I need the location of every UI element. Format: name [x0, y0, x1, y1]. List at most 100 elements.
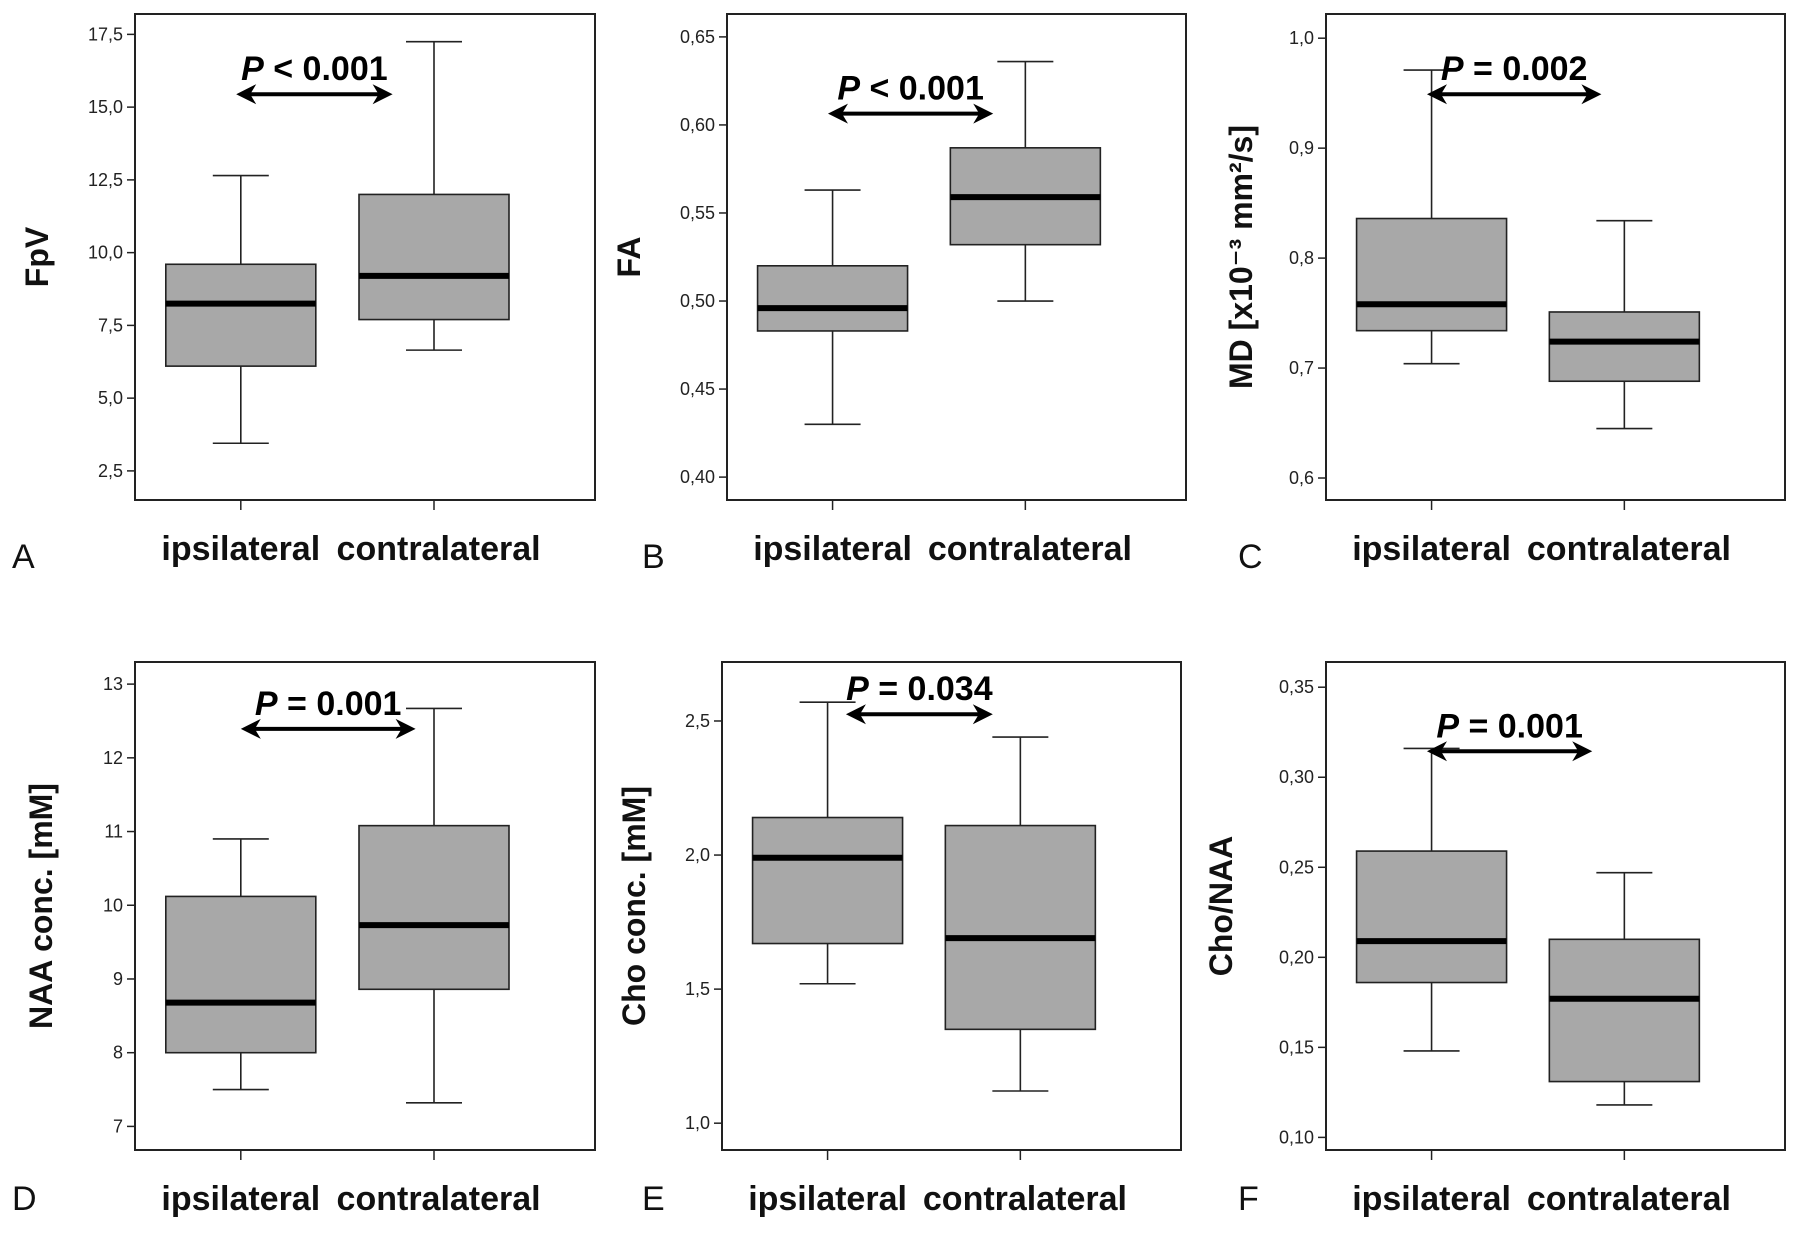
y-tick-label: 9 — [113, 969, 123, 989]
iqr-box — [1548, 311, 1701, 383]
y-tick-label: 5,0 — [98, 388, 123, 408]
p-letter: P — [837, 70, 860, 108]
y-tick-label: 0,35 — [1279, 677, 1314, 697]
x-category-label: contralateral — [923, 1180, 1127, 1218]
y-tick-label: 0,9 — [1289, 138, 1314, 158]
iqr-box — [165, 263, 317, 367]
panel-letter: F — [1238, 1180, 1259, 1218]
panel-e: 1,0 1,5 2,0 2,5 Cho conc. [mM] ipsilateral con… — [616, 661, 1182, 1218]
y-axis-label: MD [x10⁻³ mm²/s] — [1223, 125, 1259, 389]
p-value-annotation: P = 0.001 — [1436, 707, 1583, 745]
p-value-text: = 0.002 — [1464, 50, 1588, 88]
p-value-annotation: P = 0.001 — [255, 685, 402, 723]
box-ipsilateral — [756, 189, 909, 426]
y-axis-label: NAA conc. [mM] — [23, 783, 59, 1029]
p-value-text: = 0.001 — [278, 685, 402, 723]
plot-frame — [721, 661, 1182, 1151]
significance-arrow — [827, 103, 994, 124]
plot-frame — [1325, 13, 1786, 501]
box-ipsilateral — [1355, 747, 1508, 1052]
significance-arrow — [236, 84, 393, 105]
panel-b: 0,40 0,45 0,50 0,55 0,60 0,65 FA ipsilateral con… — [611, 13, 1187, 576]
y-tick-label: 2,0 — [685, 845, 710, 865]
x-category-label: ipsilateral — [1352, 530, 1511, 568]
arrow-head-right — [1581, 84, 1602, 105]
iqr-box — [1355, 850, 1508, 984]
p-letter: P — [846, 670, 869, 708]
box-ipsilateral — [165, 838, 317, 1091]
y-tick-label: 2,5 — [98, 461, 123, 481]
y-tick-label: 1,5 — [685, 979, 710, 999]
panel-letter: B — [642, 538, 665, 576]
x-category-label: contralateral — [1527, 1180, 1731, 1218]
iqr-box — [756, 265, 909, 332]
arrow-head-left — [845, 704, 866, 725]
y-tick-label: 0,40 — [680, 467, 715, 487]
y-tick-label: 0,10 — [1279, 1127, 1314, 1147]
y-tick-label: 1,0 — [685, 1113, 710, 1133]
box-contralateral — [1548, 219, 1701, 430]
p-value-text: < 0.001 — [264, 50, 388, 88]
panel-a: 2,5 5,0 7,5 10,0 12,5 15,0 17,5 FpV ipsilateral c… — [12, 13, 596, 576]
p-letter: P — [241, 50, 264, 88]
y-tick-label: 0,15 — [1279, 1037, 1314, 1057]
significance-arrow — [1426, 84, 1602, 105]
p-value-text: < 0.001 — [860, 70, 984, 108]
p-value-annotation: P = 0.034 — [846, 670, 993, 708]
significance-arrow — [240, 718, 416, 739]
iqr-box — [1548, 938, 1701, 1083]
y-tick-label: 15,0 — [88, 97, 123, 117]
y-tick-label: 0,65 — [680, 27, 715, 47]
plot-frame — [726, 13, 1187, 501]
box-contralateral — [949, 60, 1102, 302]
y-tick-label: 0,20 — [1279, 947, 1314, 967]
x-category-label: ipsilateral — [161, 1180, 320, 1218]
y-tick-label: 0,25 — [1279, 857, 1314, 877]
y-tick-label: 0,45 — [680, 379, 715, 399]
arrow-head-left — [827, 103, 848, 124]
y-tick-label: 10 — [103, 895, 123, 915]
significance-arrow — [1426, 741, 1593, 762]
significance-arrow — [845, 704, 993, 725]
box-ipsilateral — [751, 701, 904, 985]
p-value-text: = 0.001 — [1459, 707, 1583, 745]
p-value-text: = 0.034 — [869, 670, 993, 708]
x-category-label: contralateral — [928, 530, 1132, 568]
y-tick-label: 17,5 — [88, 24, 123, 44]
p-value-annotation: P < 0.001 — [241, 50, 388, 88]
y-tick-label: 8 — [113, 1043, 123, 1063]
panel-letter: C — [1238, 538, 1263, 576]
y-tick-label: 2,5 — [685, 711, 710, 731]
y-tick-label: 7 — [113, 1116, 123, 1136]
p-value-annotation: P = 0.002 — [1441, 50, 1588, 88]
y-tick-label: 11 — [104, 822, 123, 842]
iqr-box — [751, 816, 904, 945]
arrow-head-left — [1426, 741, 1447, 762]
arrow-head-left — [240, 718, 261, 739]
x-category-label: ipsilateral — [753, 530, 912, 568]
p-letter: P — [255, 685, 278, 723]
panel-letter: D — [12, 1180, 37, 1218]
plot-frame — [1325, 661, 1786, 1151]
y-tick-label: 0,55 — [680, 203, 715, 223]
box-contralateral — [1548, 871, 1701, 1106]
box-contralateral — [944, 736, 1097, 1092]
x-category-label: ipsilateral — [1352, 1180, 1511, 1218]
y-tick-label: 7,5 — [98, 315, 123, 335]
arrow-head-right — [395, 718, 416, 739]
x-category-label: contralateral — [1527, 530, 1731, 568]
plot-frame — [134, 13, 596, 501]
y-tick-label: 12,5 — [88, 170, 123, 190]
y-tick-label: 0,7 — [1289, 358, 1314, 378]
y-axis-label: FA — [611, 237, 647, 278]
arrow-head-left — [1426, 84, 1447, 105]
box-contralateral — [358, 40, 510, 351]
y-tick-label: 10,0 — [88, 243, 123, 263]
box-ipsilateral — [1355, 69, 1508, 365]
arrow-head-right — [973, 103, 994, 124]
p-letter: P — [1436, 707, 1459, 745]
arrow-head-left — [236, 84, 257, 105]
y-axis-label: Cho/NAA — [1203, 836, 1239, 976]
box-contralateral — [358, 707, 510, 1104]
